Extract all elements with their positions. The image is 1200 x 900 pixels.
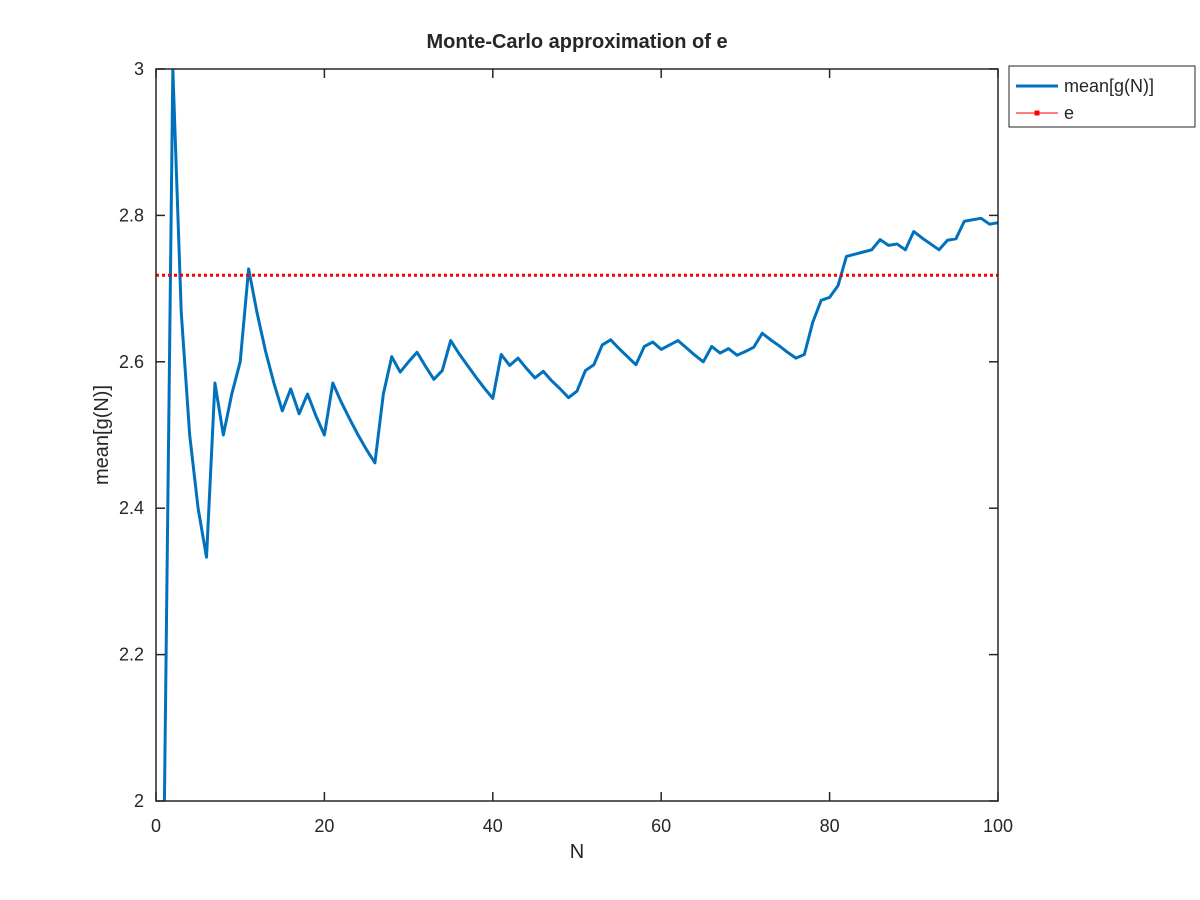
series-line-mean [162, 69, 998, 801]
x-tick-label: 100 [983, 816, 1013, 836]
y-tick-label: 2.8 [119, 205, 144, 225]
chart-title: Monte-Carlo approximation of e [426, 31, 727, 53]
legend-label-e: e [1064, 103, 1074, 123]
legend-label-mean: mean[g(N)] [1064, 76, 1154, 96]
y-tick-label: 2 [134, 791, 144, 811]
y-tick-label: 2.2 [119, 645, 144, 665]
x-tick-label: 60 [651, 816, 671, 836]
series-layer [156, 69, 998, 801]
x-tick-label: 80 [820, 816, 840, 836]
x-tick-label: 0 [151, 816, 161, 836]
legend-marker-e [1034, 110, 1040, 116]
y-tick-label: 2.6 [119, 352, 144, 372]
legend-box [1008, 65, 1196, 128]
y-tick-label: 2.4 [119, 498, 144, 518]
x-axis-label: N [570, 841, 584, 863]
y-tick-label: 3 [134, 59, 144, 79]
legend: mean[g(N)] e [1008, 65, 1196, 128]
axes-box [155, 68, 999, 802]
x-tick-label: 40 [483, 816, 503, 836]
y-axis-label: mean[g(N)] [91, 385, 113, 485]
plot-area [156, 69, 998, 801]
x-tick-label: 20 [314, 816, 334, 836]
